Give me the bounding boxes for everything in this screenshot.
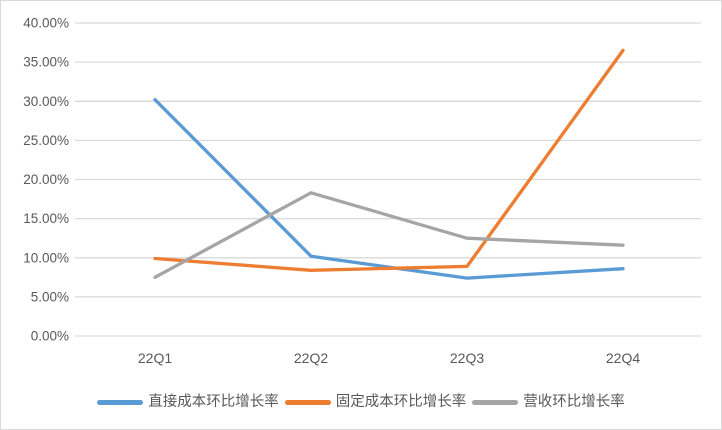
legend-item: 固定成本环比增长率 <box>284 392 467 412</box>
legend-label: 营收环比增长率 <box>523 394 625 410</box>
legend-line-swatch <box>284 399 331 405</box>
legend-line-swatch <box>97 399 144 405</box>
legend-line-swatch <box>472 399 519 405</box>
legend-item: 营收环比增长率 <box>472 392 625 412</box>
x-axis-tick-label: 22Q3 <box>450 350 484 366</box>
y-axis-tick-label: 40.00% <box>23 16 69 31</box>
legend-label: 直接成本环比增长率 <box>148 394 279 410</box>
x-axis-tick-label: 22Q1 <box>138 350 172 366</box>
y-axis-tick-label: 30.00% <box>23 94 69 109</box>
series-line <box>153 98 625 280</box>
legend-item: 直接成本环比增长率 <box>97 392 279 412</box>
x-axis-tick-label: 22Q4 <box>606 350 640 366</box>
series-line <box>153 191 625 279</box>
legend-label: 固定成本环比增长率 <box>335 394 467 410</box>
y-axis-tick-label: 10.00% <box>23 250 69 265</box>
y-axis-tick-label: 25.00% <box>23 133 69 148</box>
y-axis-tick-label: 0.00% <box>31 329 69 344</box>
y-axis-tick-label: 20.00% <box>23 172 69 187</box>
series-line <box>153 48 625 272</box>
x-axis-tick-label: 22Q2 <box>294 350 328 366</box>
y-axis-tick-label: 15.00% <box>23 211 69 226</box>
plot-area: 0.00% 5.00% 10.00% 15.00% 20.00% 25.00% 30.00%… <box>23 16 701 366</box>
y-axis-tick-label: 5.00% <box>31 289 69 304</box>
chart-legend: 直接成本环比增长率 固定成本环比增长率 营收环比增长率 <box>1 392 721 412</box>
y-axis-tick-label: 35.00% <box>23 55 69 70</box>
